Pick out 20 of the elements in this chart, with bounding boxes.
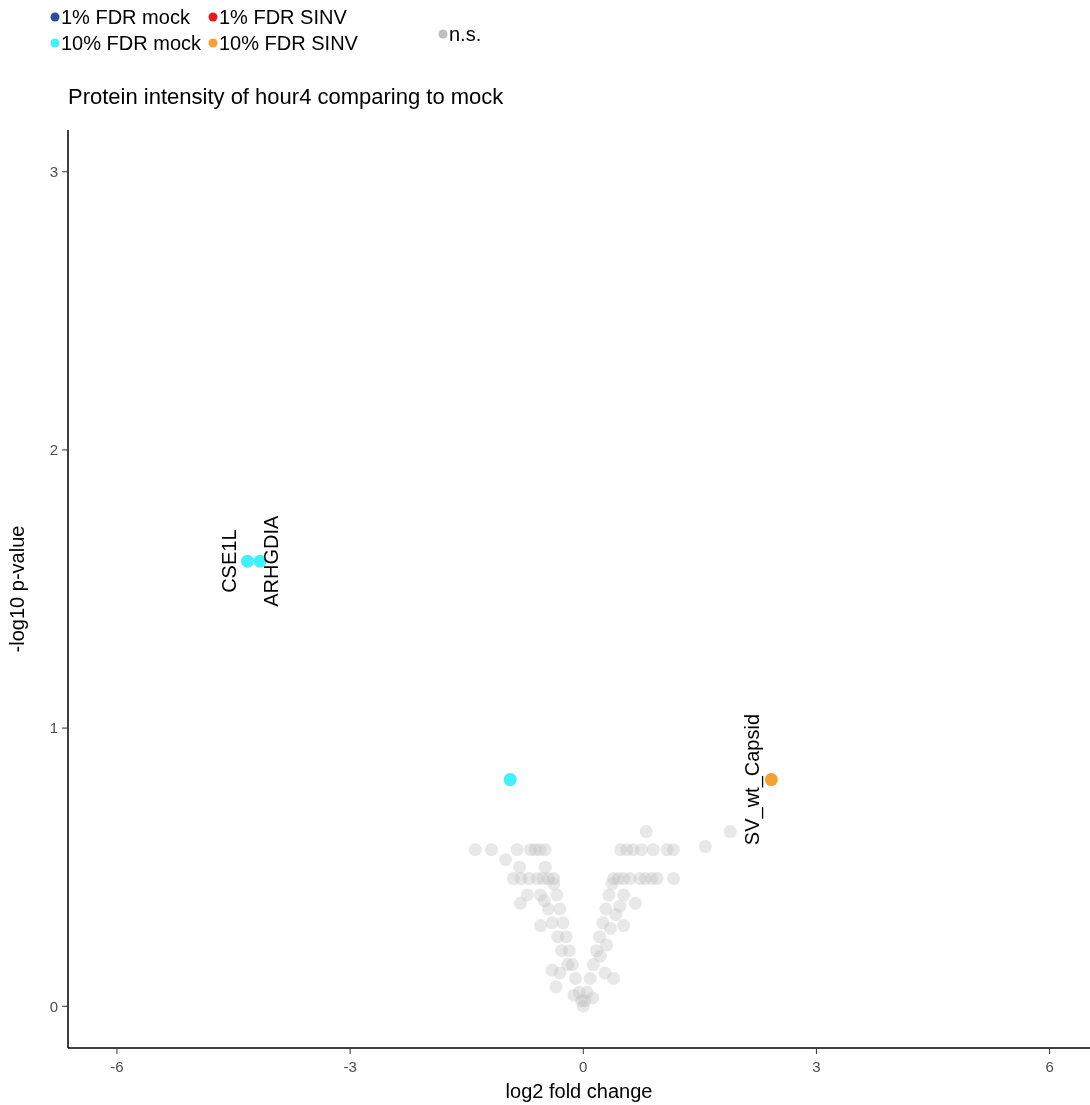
legend-label: 10% FDR SINV (219, 32, 359, 54)
legend-label: 1% FDR mock (61, 6, 191, 28)
chart-title: Protein intensity of hour4 comparing to mock (68, 84, 505, 109)
y-tick-label: 1 (49, 719, 58, 737)
x-tick-label: -3 (343, 1058, 357, 1075)
annotation: SV_wt_Capsid (741, 713, 765, 846)
legend-label: 1% FDR SINV (219, 6, 348, 28)
legend-label: n.s. (449, 23, 482, 45)
x-tick-label: -6 (110, 1058, 124, 1075)
annotation: CSE1L (217, 529, 240, 593)
annotation: ARHGDIA (259, 514, 282, 607)
x-tick-label: 3 (812, 1058, 821, 1075)
legend-label: 10% FDR mock (61, 32, 203, 54)
y-axis-title: -log10 p-value (6, 525, 28, 653)
x-tick-label: 6 (1045, 1058, 1054, 1075)
y-tick-label: 3 (49, 162, 58, 180)
x-axis-title: log2 fold change (505, 1080, 653, 1102)
y-tick-label: 2 (49, 441, 58, 459)
x-tick-label: 0 (579, 1058, 588, 1075)
y-tick-label: 0 (49, 997, 58, 1015)
